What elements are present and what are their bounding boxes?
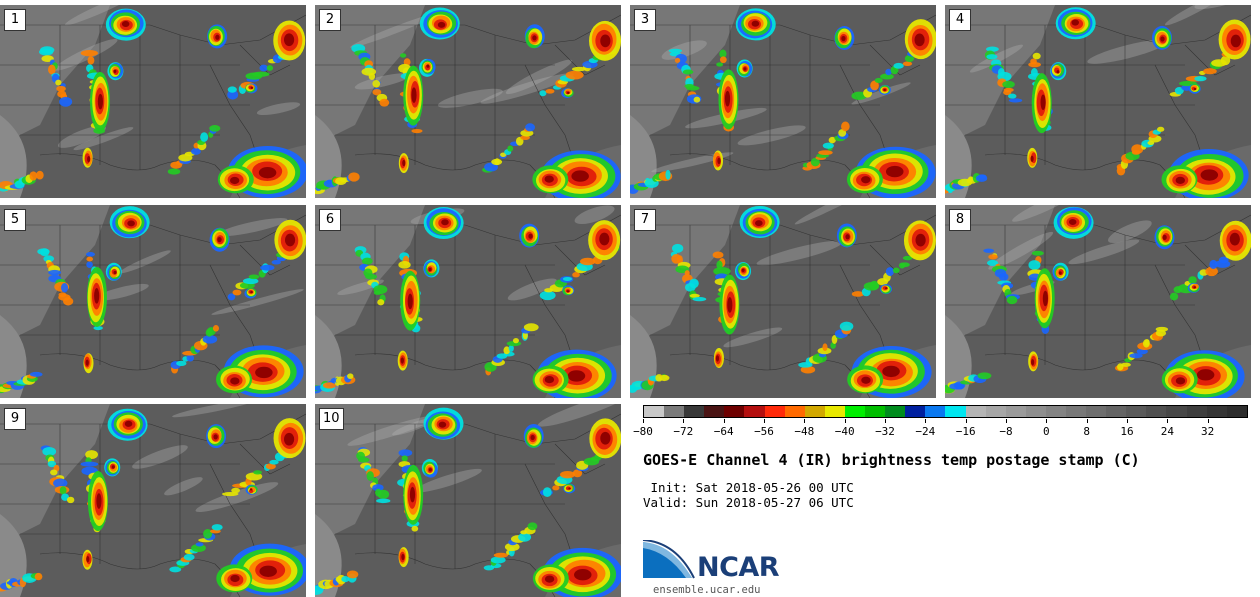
colorbar-ticks: −80 −72 −64 −56 −48 −40 −32 −24 −16 −8 0 8 16 24 32 xyxy=(633,419,1248,441)
forecast-panel-1: 1 xyxy=(0,5,306,198)
colorbar-swatch xyxy=(664,406,685,417)
colorbar-swatch xyxy=(724,406,745,417)
colorbar-tick xyxy=(1006,419,1007,423)
colorbar-swatch xyxy=(965,406,986,417)
colorbar-swatch xyxy=(784,406,805,417)
colorbar-swatch xyxy=(1166,406,1187,417)
colorbar-tick-label: −32 xyxy=(875,425,895,438)
cloud-tops xyxy=(315,7,621,198)
colorbar-tick xyxy=(885,419,886,423)
colorbar-tick-label: −56 xyxy=(754,425,774,438)
cloud-tops xyxy=(315,407,621,597)
colorbar-tick xyxy=(764,419,765,423)
panel-number: 6 xyxy=(319,209,341,231)
forecast-panel-3: 3 xyxy=(630,5,936,198)
panel-number: 4 xyxy=(949,9,971,31)
valid-time: Valid: Sun 2018-05-27 06 UTC xyxy=(643,495,854,510)
colorbar-swatch xyxy=(945,406,966,417)
colorbar-tick-label: −40 xyxy=(834,425,855,438)
forecast-panel-5: 5 xyxy=(0,205,306,398)
colorbar-tick xyxy=(643,419,644,423)
colorbar-swatch xyxy=(925,406,946,417)
colorbar-tick xyxy=(1086,419,1088,423)
colorbar-swatch xyxy=(844,406,866,417)
cloud-tops xyxy=(0,408,306,596)
panel-number: 5 xyxy=(4,209,26,231)
cloud-tops xyxy=(630,8,936,198)
panel-number: 1 xyxy=(4,9,26,31)
colorbar-swatch xyxy=(1186,406,1207,417)
colorbar-tick-label: −8 xyxy=(999,425,1013,438)
colorbar-swatch xyxy=(885,406,906,417)
colorbar-swatch xyxy=(644,406,665,417)
panel-number: 7 xyxy=(634,209,656,231)
ensemble-url: ensemble.ucar.edu xyxy=(653,584,761,596)
colorbar-swatch xyxy=(865,406,886,417)
colorbar-tick xyxy=(804,419,806,423)
colorbar-swatch xyxy=(1226,406,1247,417)
panel-number: 8 xyxy=(949,209,971,231)
cloud-tops xyxy=(630,205,936,398)
colorbar-tick xyxy=(1127,419,1128,423)
colorbar-swatch xyxy=(1025,406,1046,417)
cloud-tops xyxy=(0,206,306,398)
colorbar-swatch xyxy=(1045,406,1066,417)
colorbar-swatch xyxy=(684,406,705,417)
colorbar-swatch xyxy=(1065,406,1087,417)
colorbar-tick-label: 32 xyxy=(1201,425,1215,438)
colorbar-swatch xyxy=(824,406,845,417)
colorbar-tick xyxy=(965,419,967,423)
ncar-logo-text: NCAR xyxy=(697,552,780,583)
colorbar-swatch xyxy=(704,406,725,417)
forecast-panel-6: 6 xyxy=(315,205,621,398)
panel-number: 10 xyxy=(319,408,344,430)
init-time: Init: Sat 2018-05-26 00 UTC xyxy=(643,480,854,495)
colorbar-tick-label: −24 xyxy=(915,425,936,438)
cloud-tops xyxy=(0,8,306,198)
colorbar-swatch xyxy=(905,406,926,417)
colorbar-swatch xyxy=(764,406,785,417)
colorbar-tick-label: −64 xyxy=(713,425,734,438)
colorbar xyxy=(643,405,1248,419)
colorbar-tick-label: 8 xyxy=(1083,425,1090,438)
colorbar-tick xyxy=(723,419,725,423)
cloud-tops xyxy=(945,7,1251,198)
colorbar-tick xyxy=(1207,419,1209,423)
colorbar-swatch xyxy=(1086,406,1107,417)
colorbar-swatch xyxy=(1206,406,1227,417)
colorbar-swatch xyxy=(744,406,765,417)
panel-number: 3 xyxy=(634,9,656,31)
colorbar-tick xyxy=(1046,419,1048,423)
cloud-tops xyxy=(945,206,1251,398)
colorbar-swatch xyxy=(1005,406,1026,417)
colorbar-swatch xyxy=(985,406,1006,417)
figure-title: GOES-E Channel 4 (IR) brightness temp po… xyxy=(643,451,1140,469)
colorbar-swatch xyxy=(1126,406,1147,417)
ncar-logo-icon xyxy=(642,540,695,579)
colorbar-tick-label: −72 xyxy=(673,425,694,438)
forecast-panel-9: 9 xyxy=(0,404,306,597)
colorbar-tick-label: −16 xyxy=(955,425,976,438)
colorbar-tick xyxy=(1167,419,1169,423)
colorbar-tick xyxy=(925,419,927,423)
colorbar-swatch xyxy=(804,406,825,417)
colorbar-tick-label: −80 xyxy=(633,425,653,438)
forecast-panel-8: 8 xyxy=(945,205,1251,398)
colorbar-swatch xyxy=(1106,406,1127,417)
forecast-panel-4: 4 xyxy=(945,5,1251,198)
forecast-panel-2: 2 xyxy=(315,5,621,198)
cloud-tops xyxy=(315,207,621,398)
panel-number: 2 xyxy=(319,9,341,31)
colorbar-tick xyxy=(683,419,685,423)
forecast-panel-7: 7 xyxy=(630,205,936,398)
colorbar-swatch xyxy=(1146,406,1167,417)
colorbar-swatches xyxy=(643,405,1248,418)
panel-number: 9 xyxy=(4,408,26,430)
colorbar-tick-label: 24 xyxy=(1160,425,1174,438)
colorbar-tick xyxy=(844,419,846,423)
colorbar-tick-label: 0 xyxy=(1043,425,1050,438)
forecast-panel-10: 10 xyxy=(315,404,621,597)
colorbar-tick-label: 16 xyxy=(1120,425,1134,438)
colorbar-tick-label: −48 xyxy=(794,425,815,438)
